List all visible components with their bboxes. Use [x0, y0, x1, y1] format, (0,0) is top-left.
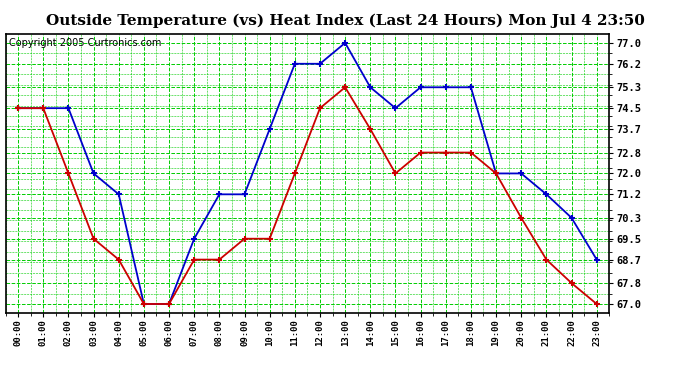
Text: Copyright 2005 Curtronics.com: Copyright 2005 Curtronics.com — [8, 38, 161, 48]
Text: Outside Temperature (vs) Heat Index (Last 24 Hours) Mon Jul 4 23:50: Outside Temperature (vs) Heat Index (Las… — [46, 13, 644, 27]
